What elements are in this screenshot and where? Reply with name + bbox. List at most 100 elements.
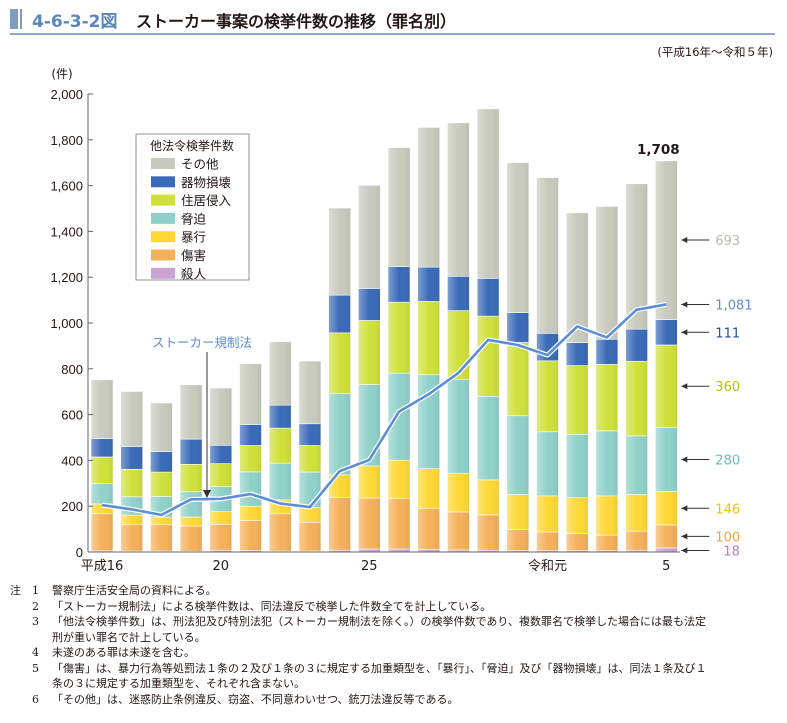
bar-shade	[239, 471, 262, 507]
bar-shade	[625, 361, 648, 436]
bar-shade	[209, 463, 232, 487]
note-number: 2	[32, 599, 39, 613]
bar-shade	[417, 301, 440, 375]
y-tick-label: 1,400	[50, 224, 83, 239]
bar-shade	[388, 147, 410, 267]
bar-shade	[388, 266, 410, 303]
bar-shade	[388, 549, 410, 552]
x-tick-label: 令和元	[528, 559, 567, 574]
bar-shade	[566, 550, 589, 552]
x-tick-label: 20	[213, 559, 230, 574]
bar-shade	[388, 498, 410, 550]
bar-shade	[358, 288, 381, 321]
bar-shade	[239, 550, 262, 552]
bar-shade	[506, 312, 529, 343]
legend-swatch	[151, 194, 175, 206]
bar-shade	[91, 438, 113, 457]
y-tick-label: 1,000	[50, 316, 83, 331]
note-item: 5 「傷害」は、暴力行為等処罰法１条の２及び１条の３に規定する加重類型を、「暴行」…	[10, 661, 780, 677]
bar-shade	[655, 344, 678, 428]
note-item: 注 1 警察庁生活安全局の資料による。	[10, 583, 780, 599]
bar-shade	[417, 508, 440, 550]
bar-shade	[655, 524, 678, 548]
note-text: 未遂のある罪は未遂を含む。	[52, 646, 195, 659]
legend-label: 脅迫	[181, 211, 207, 226]
bar-shade	[358, 320, 381, 385]
bar-shade	[447, 549, 470, 552]
legend-swatch	[151, 231, 175, 243]
bar-shade	[269, 463, 292, 500]
bar-shade	[358, 185, 381, 289]
bar-shade	[239, 506, 262, 521]
bar-shade	[239, 445, 262, 472]
note-text: 「ストーカー規制法」による検挙件数は、同法違反で検挙した件数全てを計上している。	[52, 599, 492, 613]
right-label-その他: 693	[715, 234, 740, 249]
legend-label: 器物損壊	[181, 175, 232, 190]
bar-shade	[536, 495, 559, 533]
bar-shade	[91, 483, 113, 504]
bar-shade	[566, 533, 589, 551]
bar-shade	[180, 526, 203, 552]
y-tick-label: 400	[61, 453, 83, 468]
label-arrowhead	[681, 237, 688, 243]
line-group	[101, 301, 667, 518]
legend-swatch	[151, 212, 175, 224]
y-tick-label: 1,800	[50, 133, 83, 148]
right-label-ストーカー規制法: 1,081	[715, 298, 752, 313]
bar-shade	[298, 423, 321, 446]
note-continuation: 条の３に規定する加重類型を、それぞれ含まない。	[52, 677, 305, 690]
legend-title: 他法令検挙件数	[150, 138, 234, 153]
bar-shade	[209, 445, 232, 464]
bar-shade	[447, 310, 470, 380]
bar-shade	[239, 363, 262, 425]
bar-shade	[269, 341, 292, 406]
bar-shade	[180, 384, 203, 440]
bar-shade	[91, 456, 113, 484]
bar-shade	[447, 511, 470, 550]
bar-shade	[150, 451, 173, 473]
bar-shade	[625, 550, 648, 552]
bar-shade	[417, 267, 440, 302]
label-arrowhead	[681, 383, 688, 390]
note-number: 6	[32, 692, 39, 706]
period-label: (平成16年～令和５年)	[657, 45, 773, 59]
right-label-傷害: 100	[715, 530, 740, 545]
bar-shade	[566, 342, 589, 366]
bar-shade	[328, 393, 351, 475]
bar-shade	[358, 384, 381, 466]
bar-shade	[239, 520, 262, 551]
bar-shade	[150, 402, 173, 452]
bar-shade	[625, 494, 648, 532]
x-tick-label: 平成16	[81, 559, 124, 574]
bar-shade	[209, 550, 232, 552]
note-item: 3 「他法令検挙件数」は、刑法犯及び特別法犯（ストーカー規制法を除く。）の検挙件数…	[10, 614, 780, 630]
bar-shade	[298, 361, 321, 424]
bar-shade	[536, 177, 559, 334]
bar-shade	[180, 439, 203, 465]
axes-group: 0 200 400 600 800 1,000 1,200 1,400 1,600 1,800 2,…	[50, 67, 680, 574]
bar-shade	[269, 513, 292, 552]
y-tick-label: 2,000	[50, 87, 83, 102]
bar-shade	[655, 491, 678, 525]
bar-shade	[209, 511, 232, 525]
figure-header: 4-6-3-2図 ストーカー事案の検挙件数の推移（罪名別）	[10, 6, 775, 35]
bar-shade	[180, 516, 203, 527]
bar-shade	[91, 379, 113, 439]
bar-shade	[595, 495, 618, 536]
figure-title: ストーカー事案の検挙件数の推移（罪名別）	[136, 12, 457, 31]
bar-shade	[625, 435, 648, 495]
note-head	[10, 599, 32, 615]
legend-swatch	[151, 267, 175, 279]
bar-shade	[506, 550, 529, 552]
note-head	[10, 645, 32, 661]
note-text: 「その他」は、迷惑防止条例違反、窃盗、不同意わいせつ、銃刀法違反等である。	[52, 692, 459, 706]
bar-shade	[595, 206, 618, 340]
bar-shade	[625, 329, 648, 362]
bar-shade	[417, 468, 440, 509]
bar-shade	[328, 497, 351, 551]
bar-shade	[595, 339, 618, 365]
bar-shade	[120, 524, 143, 552]
bar-shade	[566, 434, 589, 498]
bar-shade	[536, 532, 559, 551]
